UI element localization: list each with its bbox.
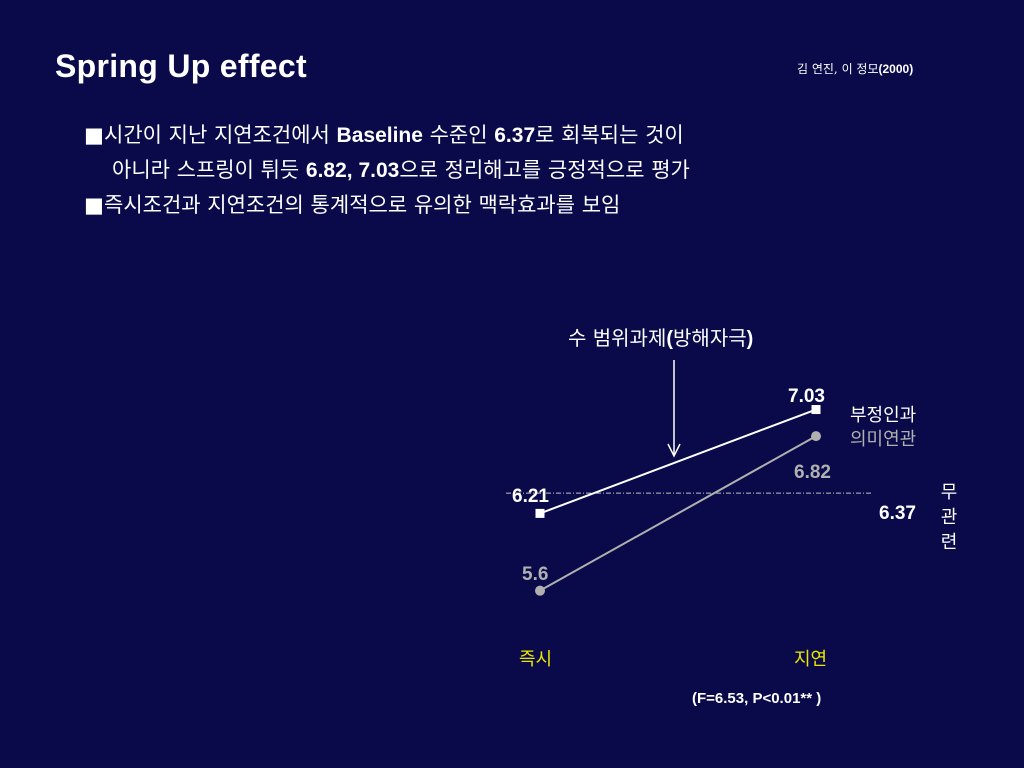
data-point-circle	[535, 585, 545, 596]
series-positive-line	[539, 408, 817, 515]
citation: 김 연진, 이 정모(2000)	[797, 60, 913, 77]
data-label: 7.03	[788, 386, 825, 407]
slide-title: Spring Up effect	[55, 48, 307, 84]
stats-text: (F=6.53, P<0.01** )	[692, 690, 822, 707]
series-unrelated-line	[539, 435, 817, 592]
bullet-text: 시간이 지난 지연조건에서	[104, 123, 337, 147]
citation-authors: 김 연진, 이 정모	[797, 62, 879, 76]
bullet-bold-text: 6.37	[494, 124, 536, 147]
x-category-label: 지연	[794, 649, 828, 670]
bullet-1-line-2: 아니라 스프링이 튀듯 6.82, 7.03으로 정리해고를 긍정적으로 평가	[84, 153, 690, 188]
baseline-name-char: 관	[940, 507, 958, 528]
data-label: 5.6	[522, 564, 549, 585]
bullet-text: 아니라 스프링이 튀듯	[112, 158, 306, 182]
data-label: 6.21	[512, 486, 549, 507]
series-name-positive: 부정인과 의미연관	[850, 404, 916, 452]
annotation-paren-close: )	[746, 328, 754, 350]
baseline-label: 6.37	[879, 503, 916, 524]
annotation-arrowhead	[667, 443, 681, 458]
bullet-text: 으로 정리해고를 긍정적으로 평가	[399, 158, 690, 182]
baseline-name-char: 무	[940, 482, 958, 503]
baseline-name: 무 관 련	[938, 480, 960, 555]
series-name-line: 의미연관	[850, 429, 917, 450]
bullet-list: ■시간이 지난 지연조건에서 Baseline 수준인 6.37로 회복되는 것…	[84, 118, 690, 223]
baseline-name-char: 련	[940, 532, 958, 553]
bullet-text: 수준인	[422, 123, 495, 147]
x-category-label: 즉시	[519, 649, 553, 670]
interference-annotation: 수 범위과제(방해자극)	[568, 322, 753, 351]
bullet-marker: ■	[84, 123, 104, 147]
data-label: 6.82	[794, 462, 831, 483]
bullet-bold-text: Baseline	[336, 124, 423, 147]
bullet-marker: ■	[84, 193, 104, 217]
annotation-inner: 방해자극	[673, 326, 747, 350]
bullet-2: ■즉시조건과 지연조건의 통계적으로 유의한 맥락효과를 보임	[84, 188, 690, 223]
annotation-prefix: 수 범위과제	[568, 326, 667, 350]
data-point-square	[811, 405, 821, 415]
bullet-text: 즉시조건과 지연조건의 통계적으로 유의한 맥락효과를 보임	[104, 193, 621, 217]
data-point-square	[535, 508, 545, 518]
data-point-circle	[811, 431, 821, 442]
bullet-text: 로 회복되는 것이	[535, 123, 684, 147]
series-name-line: 부정인과	[850, 405, 917, 426]
bullet-1-line-1: ■시간이 지난 지연조건에서 Baseline 수준인 6.37로 회복되는 것…	[84, 118, 690, 153]
bullet-bold-text: 6.82, 7.03	[305, 159, 400, 182]
annotation-paren-open: (	[666, 328, 674, 350]
citation-year: (2000)	[878, 62, 914, 76]
